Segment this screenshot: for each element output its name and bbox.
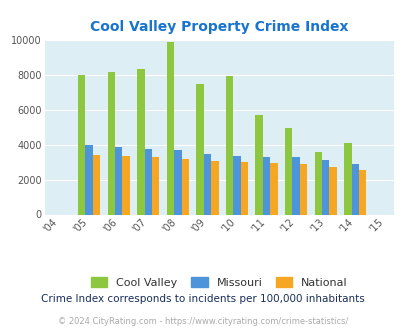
- Bar: [122, 156, 130, 214]
- Bar: [137, 69, 144, 214]
- Bar: [115, 147, 122, 214]
- Bar: [292, 157, 299, 214]
- Bar: [233, 156, 240, 214]
- Bar: [240, 162, 247, 214]
- Bar: [321, 160, 328, 214]
- Bar: [196, 84, 203, 214]
- Bar: [351, 164, 358, 214]
- Bar: [144, 149, 151, 214]
- Bar: [78, 76, 85, 214]
- Legend: Cool Valley, Missouri, National: Cool Valley, Missouri, National: [86, 273, 352, 292]
- Title: Cool Valley Property Crime Index: Cool Valley Property Crime Index: [90, 20, 347, 34]
- Bar: [203, 154, 211, 214]
- Bar: [107, 72, 115, 215]
- Bar: [211, 161, 218, 214]
- Bar: [343, 143, 351, 214]
- Bar: [151, 157, 159, 214]
- Bar: [166, 42, 174, 215]
- Bar: [299, 164, 307, 214]
- Bar: [358, 170, 366, 215]
- Bar: [262, 157, 270, 214]
- Bar: [314, 152, 321, 214]
- Bar: [255, 115, 262, 214]
- Bar: [174, 150, 181, 214]
- Bar: [85, 146, 92, 214]
- Bar: [328, 167, 336, 214]
- Bar: [92, 155, 100, 214]
- Bar: [225, 76, 233, 214]
- Text: © 2024 CityRating.com - https://www.cityrating.com/crime-statistics/: © 2024 CityRating.com - https://www.city…: [58, 317, 347, 326]
- Bar: [284, 128, 292, 214]
- Bar: [181, 158, 188, 215]
- Bar: [270, 163, 277, 214]
- Text: Crime Index corresponds to incidents per 100,000 inhabitants: Crime Index corresponds to incidents per…: [41, 294, 364, 304]
